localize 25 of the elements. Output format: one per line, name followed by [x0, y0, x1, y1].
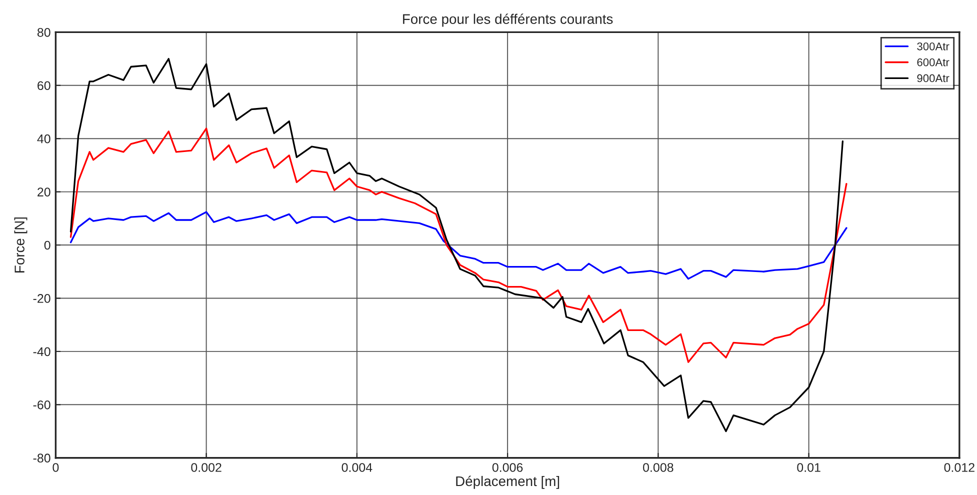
legend-label: 300Atr	[917, 42, 950, 50]
x-axis-title: Déplacement [m]	[456, 476, 560, 489]
y-tick-label: 0	[44, 240, 50, 250]
legend-label: 600Atr	[917, 58, 950, 66]
x-tick-label: 0.004	[342, 463, 372, 472]
x-tick-label: 0.01	[797, 463, 820, 472]
y-tick-label: -60	[33, 400, 50, 410]
y-tick-label: -40	[33, 347, 50, 356]
y-tick-label: 40	[37, 134, 50, 144]
legend-label: 900Atr	[917, 74, 950, 82]
x-tick-label: 0.012	[944, 463, 974, 472]
y-tick-label: 20	[38, 188, 50, 196]
x-tick-label: 0.008	[643, 463, 674, 472]
x-tick-label: 0.006	[492, 463, 523, 472]
y-tick-label: 80	[37, 28, 50, 37]
line-series	[70, 58, 844, 432]
y-tick-label: -80	[33, 454, 50, 463]
x-tick-label: 0.002	[191, 463, 222, 472]
line-series	[70, 128, 848, 363]
x-tick-label: 0	[52, 463, 59, 472]
chart-title: Force pour les défférents courants	[403, 14, 613, 27]
line-series	[70, 211, 848, 280]
y-tick-label: -20	[33, 294, 50, 303]
y-axis-title: Force [N]	[14, 217, 28, 272]
y-tick-label: 60	[38, 81, 50, 90]
